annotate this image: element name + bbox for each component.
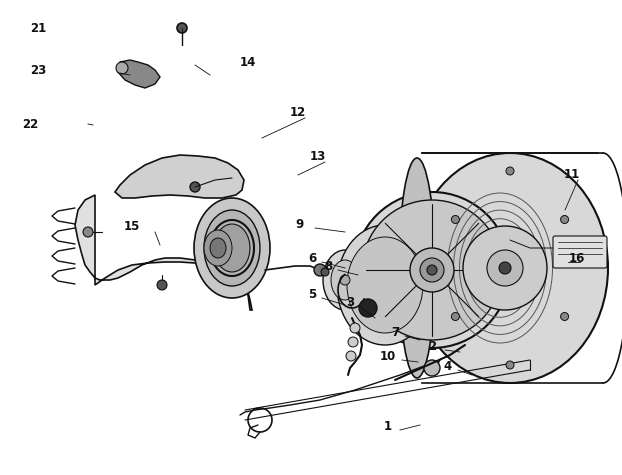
Circle shape [83, 227, 93, 237]
Circle shape [348, 337, 358, 347]
Text: 8: 8 [324, 260, 332, 274]
Circle shape [487, 250, 523, 286]
Text: 5: 5 [308, 288, 316, 302]
Circle shape [362, 200, 502, 340]
Circle shape [452, 216, 460, 224]
Text: 7: 7 [391, 325, 399, 339]
Circle shape [452, 313, 460, 321]
Text: 10: 10 [380, 351, 396, 363]
Circle shape [560, 216, 569, 224]
Ellipse shape [412, 153, 608, 383]
Text: 1: 1 [384, 420, 392, 434]
Circle shape [354, 192, 510, 348]
Polygon shape [115, 155, 244, 198]
Circle shape [427, 265, 437, 275]
Text: 14: 14 [240, 56, 256, 68]
Polygon shape [118, 60, 160, 88]
Text: 6: 6 [308, 251, 316, 265]
Ellipse shape [214, 224, 250, 272]
Ellipse shape [194, 198, 270, 298]
Text: 22: 22 [22, 117, 38, 131]
Circle shape [424, 360, 440, 376]
Circle shape [177, 23, 187, 33]
Ellipse shape [331, 260, 359, 300]
Text: 16: 16 [569, 251, 585, 265]
Circle shape [321, 268, 329, 276]
Text: 3: 3 [346, 296, 354, 310]
Ellipse shape [337, 225, 433, 345]
Circle shape [506, 167, 514, 175]
Ellipse shape [399, 158, 435, 378]
Circle shape [560, 313, 569, 321]
Text: 4: 4 [444, 361, 452, 373]
Text: 21: 21 [30, 22, 46, 36]
Circle shape [190, 182, 200, 192]
Circle shape [359, 299, 377, 317]
Circle shape [499, 262, 511, 274]
Circle shape [420, 258, 444, 282]
Text: 9: 9 [296, 218, 304, 230]
Circle shape [506, 361, 514, 369]
Ellipse shape [210, 238, 226, 258]
Circle shape [346, 351, 356, 361]
Text: 11: 11 [564, 169, 580, 181]
Text: 15: 15 [124, 220, 140, 234]
Text: 2: 2 [428, 341, 436, 353]
Text: 12: 12 [290, 106, 306, 120]
Ellipse shape [204, 210, 260, 286]
Circle shape [463, 226, 547, 310]
Text: 13: 13 [310, 151, 326, 163]
Ellipse shape [323, 250, 367, 310]
Circle shape [340, 275, 350, 285]
Ellipse shape [204, 230, 232, 266]
Circle shape [157, 280, 167, 290]
Ellipse shape [347, 237, 423, 333]
Circle shape [410, 248, 454, 292]
Circle shape [116, 62, 128, 74]
Circle shape [314, 264, 326, 276]
Text: 23: 23 [30, 64, 46, 76]
Polygon shape [75, 195, 252, 310]
FancyBboxPatch shape [553, 236, 607, 268]
Circle shape [350, 323, 360, 333]
